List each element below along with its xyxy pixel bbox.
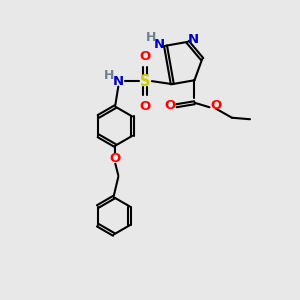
Text: O: O: [210, 99, 222, 112]
Text: N: N: [113, 75, 124, 88]
Text: N: N: [153, 38, 164, 51]
Text: N: N: [188, 33, 199, 46]
Text: O: O: [140, 100, 151, 112]
Text: O: O: [140, 50, 151, 63]
Text: O: O: [110, 152, 121, 165]
Text: H: H: [146, 31, 156, 44]
Text: H: H: [104, 69, 115, 82]
Text: O: O: [165, 99, 176, 112]
Text: S: S: [140, 74, 151, 88]
